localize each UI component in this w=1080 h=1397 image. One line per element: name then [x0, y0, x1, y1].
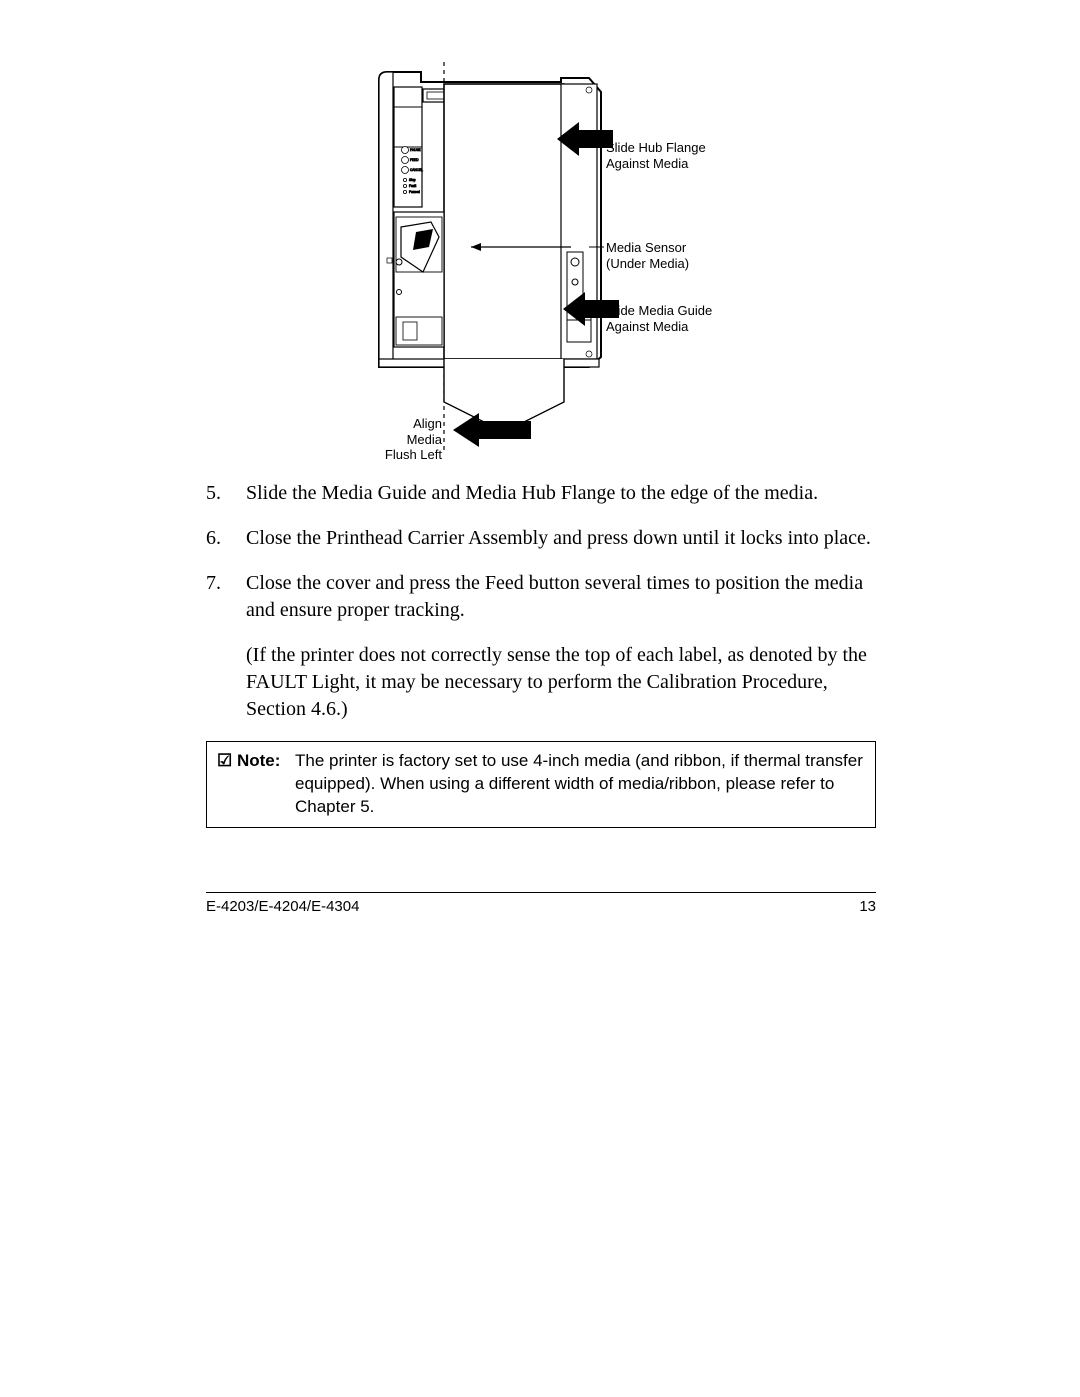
instruction-item: 7. Close the cover and press the Feed bu… [206, 570, 876, 624]
instruction-number: 7. [206, 570, 246, 597]
calibration-note: (If the printer does not correctly sense… [246, 642, 876, 723]
footer-divider [206, 892, 876, 893]
page-footer: E-4203/E-4204/E-4304 13 [206, 898, 876, 915]
note-text: The printer is factory set to use 4-inch… [295, 750, 865, 819]
diagram-label-media-guide: Slide Media GuideAgainst Media [606, 303, 712, 334]
footer-page-number: 13 [859, 898, 876, 915]
diagram-label-hub-flange: Slide Hub FlangeAgainst Media [606, 140, 706, 171]
svg-text:Fault: Fault [409, 184, 416, 188]
instruction-text: Slide the Media Guide and Media Hub Flan… [246, 480, 876, 507]
note-label: ☑ Note: [217, 750, 295, 773]
note-label-text: Note: [237, 751, 280, 770]
svg-text:Stop: Stop [409, 178, 416, 182]
diagram-container: PAUSE FEED CANCEL Stop Fault Paused [206, 62, 876, 452]
checkbox-icon: ☑ [217, 751, 232, 770]
svg-text:FEED: FEED [410, 158, 419, 162]
svg-text:PAUSE: PAUSE [410, 148, 421, 152]
footer-model: E-4203/E-4204/E-4304 [206, 898, 359, 915]
diagram-label-align-left: Align MediaFlush Left [377, 416, 442, 463]
instruction-number: 6. [206, 525, 246, 552]
instruction-list: 5. Slide the Media Guide and Media Hub F… [206, 480, 876, 624]
note-box: ☑ Note: The printer is factory set to us… [206, 741, 876, 828]
instruction-item: 6. Close the Printhead Carrier Assembly … [206, 525, 876, 552]
instruction-text: Close the cover and press the Feed butto… [246, 570, 876, 624]
instruction-item: 5. Slide the Media Guide and Media Hub F… [206, 480, 876, 507]
svg-text:Paused: Paused [409, 190, 420, 194]
svg-text:CANCEL: CANCEL [410, 168, 423, 172]
instruction-text: Close the Printhead Carrier Assembly and… [246, 525, 876, 552]
printer-diagram: PAUSE FEED CANCEL Stop Fault Paused [361, 62, 721, 452]
page-content: PAUSE FEED CANCEL Stop Fault Paused [206, 62, 876, 932]
diagram-label-media-sensor: Media Sensor(Under Media) [606, 240, 689, 271]
instruction-number: 5. [206, 480, 246, 507]
